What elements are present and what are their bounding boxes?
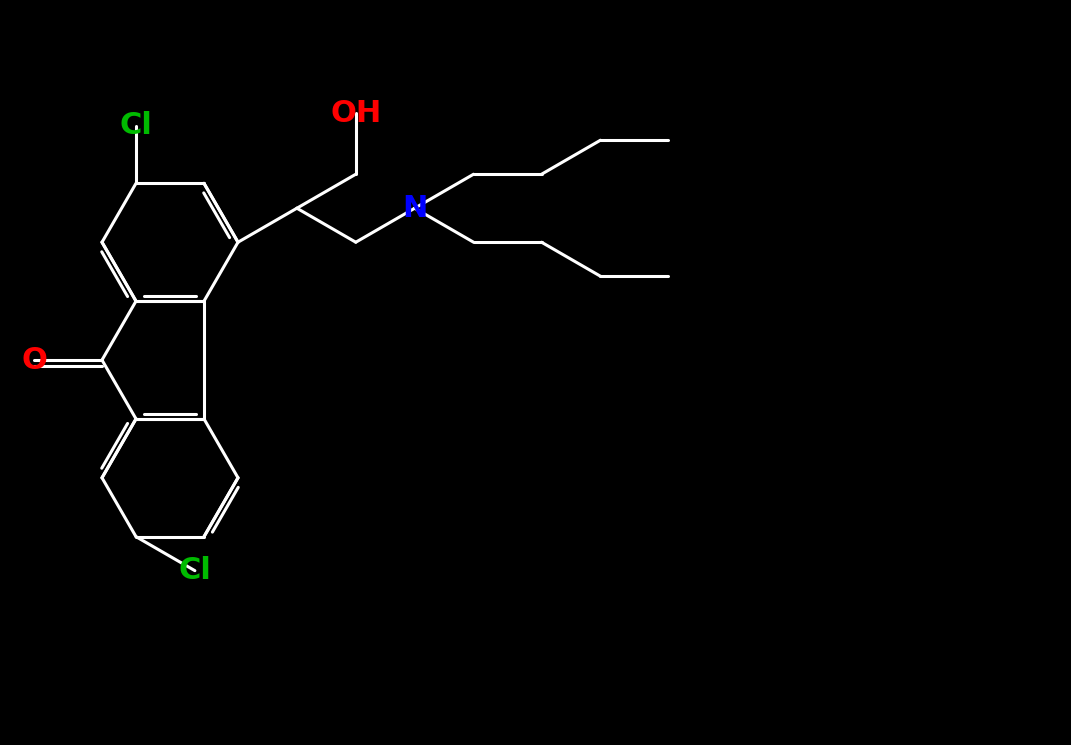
- Text: O: O: [21, 346, 47, 375]
- Text: N: N: [402, 194, 427, 223]
- Text: Cl: Cl: [120, 111, 152, 140]
- Text: Cl: Cl: [179, 557, 211, 585]
- Text: OH: OH: [330, 98, 381, 127]
